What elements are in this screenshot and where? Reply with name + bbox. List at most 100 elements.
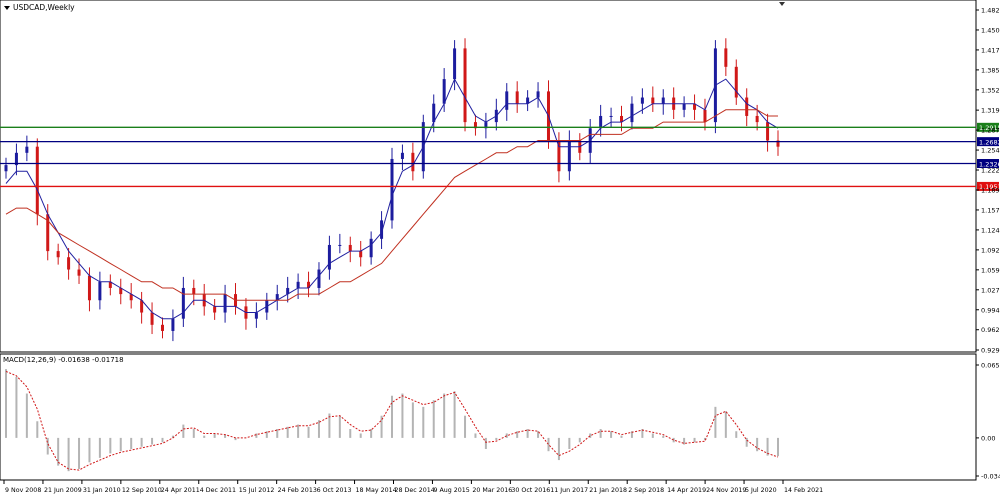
time-axis-label: 6 Oct 2013 [317, 487, 352, 494]
time-axis-label: 31 Jan 2010 [83, 487, 121, 494]
chart-shift-marker-icon[interactable] [779, 2, 785, 6]
time-axis: 9 Nov 2008 21 Jun 2009 31 Jan 2010 12 Sep 2… [3, 480, 823, 494]
level-price-label: 1.1953 [979, 183, 1000, 191]
candle-body [56, 251, 60, 258]
price-axis-label: 1.2870 [981, 127, 1000, 135]
candle-body [432, 103, 436, 123]
price-axis-label: 1.2545 [981, 147, 1000, 155]
time-axis-label: 21 Jan 2018 [589, 487, 627, 494]
candle-body [766, 122, 770, 141]
candle-body [140, 300, 144, 313]
candle-body [171, 318, 175, 331]
candle-body [181, 287, 185, 319]
moving-average-slow-line [5, 109, 778, 301]
candle-body [77, 269, 81, 276]
candle-body [108, 281, 112, 288]
price-axis-label: 0.9945 [981, 306, 1000, 314]
chart-menu-icon[interactable] [4, 6, 10, 10]
time-axis-label: 2 Sep 2018 [628, 487, 664, 494]
candle-body [380, 220, 384, 239]
price-axis-label: 1.1895 [981, 186, 1000, 194]
macd-signal-line [5, 370, 779, 471]
price-axis-label: 1.0595 [981, 266, 1000, 274]
time-axis-label: 24 Nov 2019 [706, 487, 746, 494]
candle-body [4, 165, 8, 172]
candle-body [35, 146, 39, 215]
candle-body [473, 122, 477, 129]
time-axis-label: 5 Jul 2020 [745, 487, 777, 494]
price-axis-label: 1.3195 [981, 107, 1000, 115]
candle-body [453, 48, 457, 80]
candle-body [484, 122, 488, 129]
level-price-label: 1.2326 [979, 160, 1000, 168]
candle-body [369, 238, 373, 258]
candle-body [463, 48, 467, 123]
candle-body [46, 214, 50, 252]
time-axis-label: 14 Feb 2021 [784, 487, 823, 494]
candle-body [390, 158, 394, 221]
price-axis-label: 1.0920 [981, 246, 1000, 254]
levels-layer: 1.2915 1.2682 1.2326 1.1953 [0, 122, 1000, 191]
candle-body [526, 97, 530, 104]
main-plot-area[interactable] [0, 0, 977, 353]
time-axis-label: 24 Feb 2013 [278, 487, 317, 494]
time-axis-label: 24 Apr 2011 [161, 487, 200, 494]
macd-axis-label: 0.06573 [981, 362, 1000, 370]
time-axis-label: 18 May 2014 [356, 487, 397, 494]
level-price-label: 1.2682 [979, 138, 1000, 146]
level-price-label: 1.2915 [979, 124, 1000, 132]
candle-body [286, 287, 290, 295]
candle-body [192, 287, 196, 295]
price-axis-label: 1.1570 [981, 206, 1000, 214]
candle-body [640, 97, 644, 104]
moving-average-fast-line [5, 77, 779, 320]
candle-body [442, 79, 446, 104]
level-price-tag [977, 137, 999, 147]
candle-body [254, 312, 258, 319]
candle-body [98, 281, 102, 301]
macd-plot-area[interactable] [0, 353, 977, 481]
price-axis: 1.4825 1.4500 1.4175 1.3850 1.3525 1.3195 1.28… [976, 7, 1000, 355]
price-axis-label: 1.4175 [981, 46, 1000, 54]
candle-body [734, 66, 738, 98]
price-axis-label: 1.3850 [981, 66, 1000, 74]
candle-body [620, 115, 624, 123]
candle-body [567, 140, 571, 172]
chart-title: USDCAD,Weekly [13, 3, 75, 12]
candle-body [745, 97, 749, 116]
candle-body [755, 115, 759, 123]
candle-body [630, 103, 634, 123]
candle-body [359, 251, 363, 258]
candle-body [275, 294, 279, 301]
candle-body [348, 244, 352, 252]
level-price-tag [977, 181, 999, 191]
time-axis-label: 15 Jul 2012 [239, 487, 275, 494]
candle-body [536, 91, 540, 98]
candle-body [129, 294, 133, 301]
candle-body [338, 244, 342, 246]
price-axis-label: 1.4825 [981, 7, 1000, 15]
macd-axis: 0.06573 0.00 -0.03436 [976, 362, 1000, 481]
price-axis-label: 1.3525 [981, 86, 1000, 94]
candle-body [724, 48, 728, 67]
price-axis-label: 1.2220 [981, 167, 1000, 175]
candle-body [119, 287, 123, 295]
candle-body [25, 146, 29, 153]
time-axis-label: 11 Jun 2017 [550, 487, 588, 494]
time-axis-label: 9 Nov 2008 [5, 487, 41, 494]
level-price-tag [977, 159, 999, 169]
candle-body [87, 275, 91, 301]
candle-body [317, 269, 321, 288]
price-axis-label: 1.4500 [981, 26, 1000, 34]
candle-body [213, 306, 217, 313]
candle-body [776, 140, 780, 147]
macd-series-layer [5, 369, 779, 472]
candle-body [67, 257, 71, 270]
candle-body [160, 324, 164, 331]
time-axis-label: 4 Dec 2011 [200, 487, 236, 494]
candle-body [651, 97, 655, 104]
